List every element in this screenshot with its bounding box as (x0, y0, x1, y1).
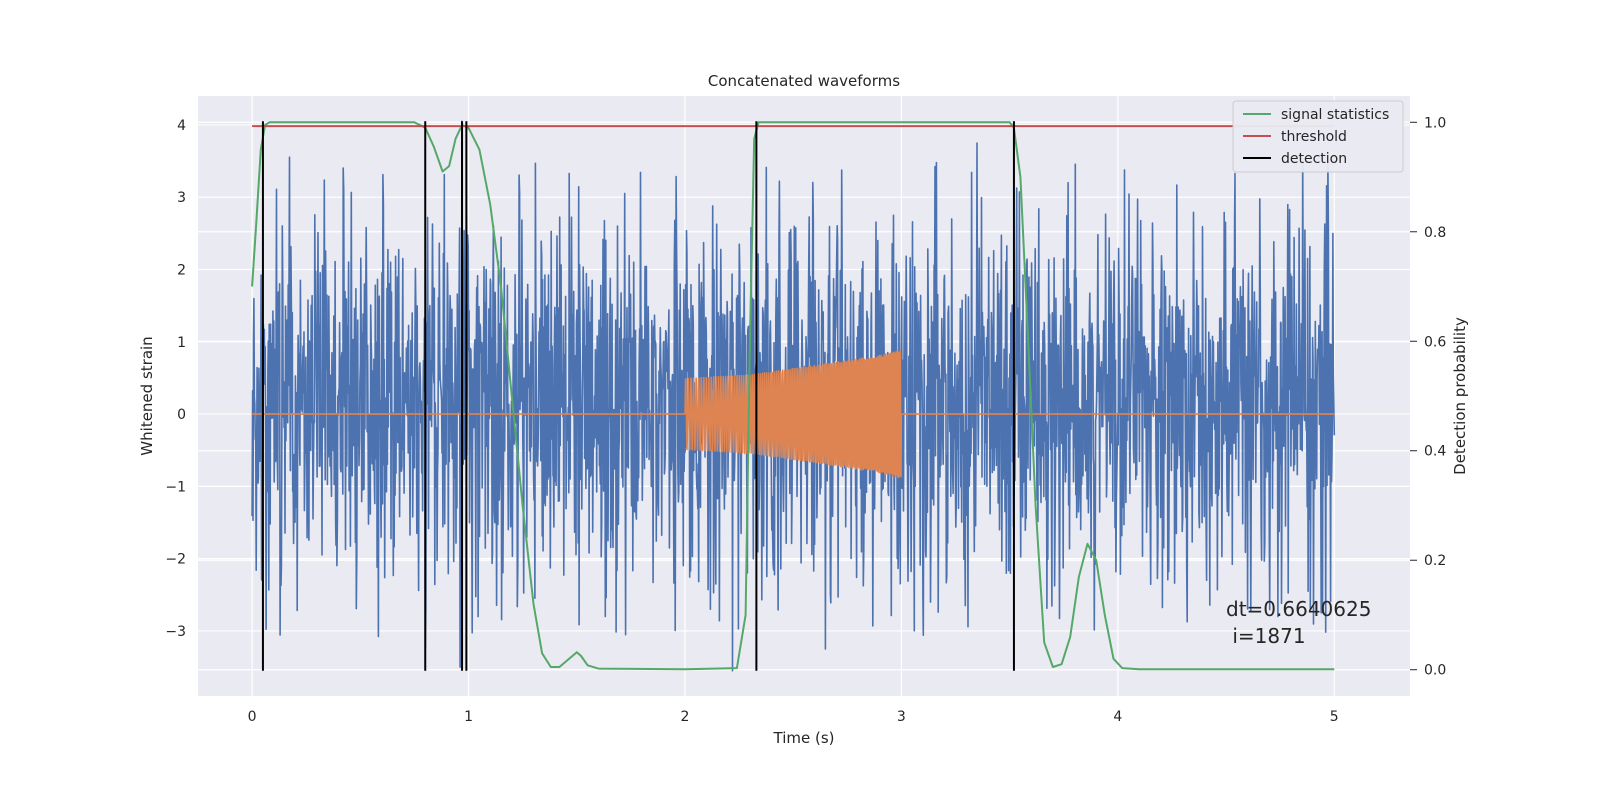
legend-frame (1232, 100, 1404, 173)
chart-title: Concatenated waveforms (708, 72, 900, 90)
legend-label-signal-statistics: signal statistics (1281, 107, 1389, 123)
legend: signal statistics threshold detection (1232, 100, 1404, 173)
y2-tick-label: 0.2 (1424, 553, 1446, 569)
y2-tick-label: 1.0 (1424, 115, 1446, 131)
y-axis-label: Whitened strain (138, 336, 156, 455)
y-tick-label: 4 (177, 118, 186, 134)
y2-tick-label: 0.4 (1424, 444, 1446, 460)
x-tick-label: 3 (897, 709, 906, 725)
legend-label-detection: detection (1281, 151, 1347, 167)
y2-axis-label: Detection probability (1451, 317, 1469, 475)
x-tick-label: 2 (681, 709, 690, 725)
y-tick-label: 2 (177, 262, 186, 278)
annotation-i: i=1871 (1226, 624, 1306, 648)
x-tick-label: 0 (248, 709, 257, 725)
signal-statistics-line (251, 121, 1335, 671)
y2-tick-label: 0.0 (1424, 663, 1446, 679)
y2-tick-label: 0.8 (1424, 225, 1446, 241)
y-tick-label: 0 (177, 407, 186, 423)
legend-label-threshold: threshold (1281, 129, 1347, 145)
probability-layer (251, 121, 1335, 671)
x-tick-label: 5 (1330, 709, 1339, 725)
annotation-dt: dt=0.6640625 (1226, 597, 1371, 621)
injection-chirp (684, 349, 903, 479)
y-tick-label: 3 (177, 190, 186, 206)
x-axis-label: Time (s) (773, 729, 835, 747)
y-tick-label: −1 (165, 479, 186, 495)
y-tick-label: 1 (177, 335, 186, 351)
y2-tick-label: 0.6 (1424, 334, 1446, 350)
y-tick-label: −3 (165, 624, 186, 640)
x-tick-label: 4 (1113, 709, 1122, 725)
y-tick-label: −2 (165, 552, 186, 568)
x-tick-label: 1 (464, 709, 473, 725)
axes: 0 1 2 3 4 5 −3 −2 −1 0 1 2 3 4 0.0 0.2 0.4 0.6 0.8 1.0 (165, 115, 1446, 725)
detection-layer (261, 121, 1015, 671)
injection-series (252, 349, 1335, 479)
